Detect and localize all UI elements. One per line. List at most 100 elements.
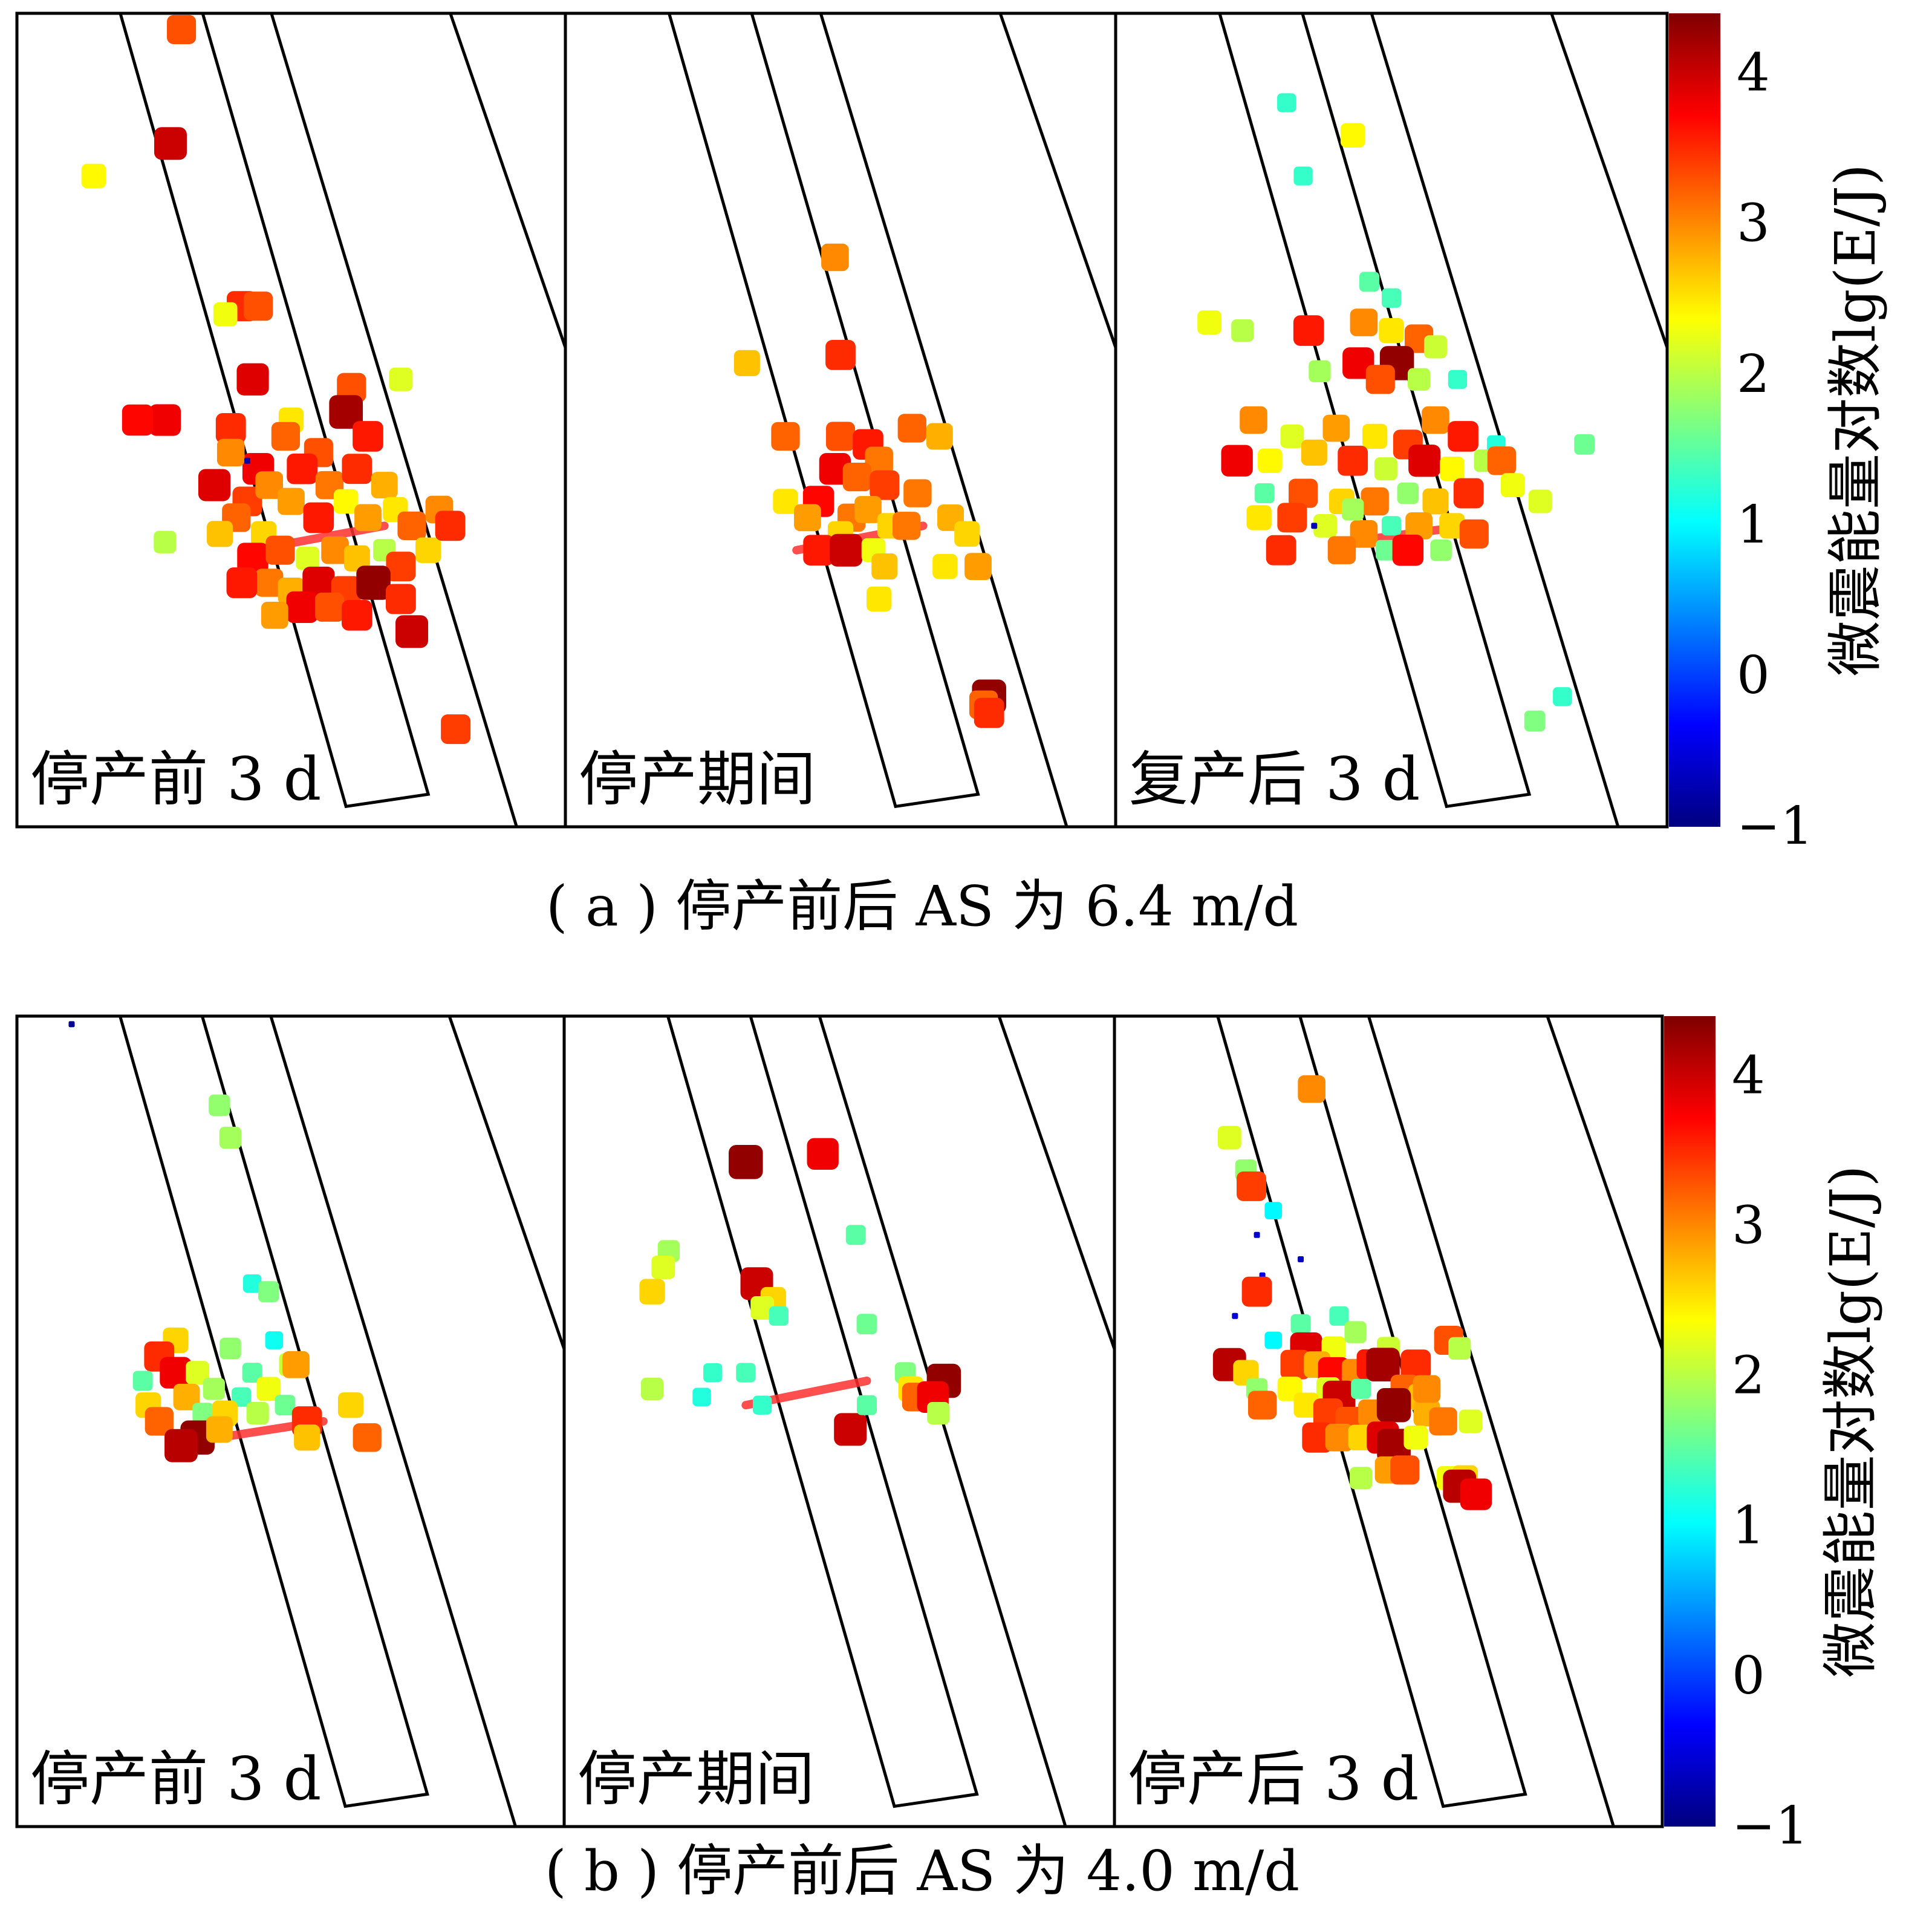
event-point [964, 553, 992, 580]
event-point [415, 537, 441, 563]
panel-frame [1113, 1014, 1664, 1828]
event-point [206, 1416, 233, 1443]
event-point [122, 404, 154, 436]
event-point [856, 1314, 877, 1335]
event-point [286, 591, 318, 624]
panel-plot-area [667, 13, 1116, 827]
event-point [692, 1387, 711, 1407]
event-point [1254, 1231, 1260, 1238]
event-point [356, 566, 391, 600]
event-point [353, 421, 383, 452]
event-point [213, 302, 238, 327]
event-point [1322, 414, 1350, 442]
panel-frame [15, 1014, 566, 1828]
event-point [1327, 536, 1356, 564]
event-point [154, 127, 187, 160]
colorbar-tick-label: 0 [1737, 645, 1770, 706]
event-point [1376, 1387, 1411, 1423]
event-point [1231, 319, 1254, 342]
event-point [1361, 487, 1389, 516]
event-point [1439, 513, 1465, 539]
event-point [1459, 1409, 1483, 1433]
event-point [395, 615, 429, 648]
event-point [246, 1402, 269, 1425]
event-point [278, 487, 305, 515]
event-point [1351, 1378, 1371, 1399]
event-point [1338, 445, 1368, 476]
working-face-outline [667, 13, 980, 809]
event-point [1309, 360, 1331, 382]
event-point [1246, 505, 1272, 530]
event-point [771, 422, 800, 451]
event-point [752, 1395, 772, 1415]
event-point [1408, 445, 1441, 477]
event-point [353, 1423, 382, 1452]
panel-b-2: 停产期间 [562, 1014, 1116, 1828]
event-point [435, 510, 466, 541]
event-point [275, 1395, 296, 1416]
event-point [303, 502, 334, 533]
event-point [216, 438, 245, 467]
event-point [68, 1021, 75, 1028]
event-point [1423, 335, 1447, 359]
panel-plot-area [1212, 1016, 1662, 1827]
event-point [1524, 710, 1546, 732]
event-point [1264, 1331, 1283, 1349]
event-point [261, 601, 288, 629]
colorbar-tick-label: 4 [1732, 1045, 1765, 1106]
event-point [1221, 445, 1253, 477]
event-point [729, 1144, 763, 1179]
panel-frame [1114, 11, 1669, 829]
event-point [932, 553, 958, 579]
event-point [1430, 539, 1452, 561]
event-point [857, 1395, 877, 1415]
event-point [903, 479, 932, 507]
event-point [1344, 1321, 1367, 1343]
event-point [1381, 288, 1402, 308]
event-point [1264, 1202, 1283, 1219]
panel-a-2: 停产期间 [564, 11, 1117, 829]
event-point [807, 1138, 839, 1170]
event-point [1197, 310, 1221, 334]
panel-plot-area [68, 1016, 564, 1827]
event-point [1390, 1455, 1420, 1485]
event-point [132, 1371, 153, 1391]
event-point [397, 511, 426, 540]
event-point [145, 1407, 174, 1436]
figure-caption: ( a ) 停产前后 AS 为 6.4 m/d [546, 874, 1298, 939]
event-point [1392, 534, 1424, 566]
event-point [242, 1363, 262, 1383]
event-point [371, 472, 398, 499]
event-point [641, 1377, 664, 1400]
event-point [1301, 439, 1327, 466]
event-point [287, 453, 317, 484]
event-point [220, 1337, 241, 1360]
event-point [773, 489, 798, 514]
event-point [1377, 1429, 1411, 1463]
event-point [1325, 1424, 1353, 1452]
event-point [321, 536, 349, 564]
colorbar-tick-label: 2 [1732, 1346, 1765, 1406]
event-point [282, 1351, 310, 1378]
event-point [1408, 368, 1431, 391]
event-point [1241, 1276, 1272, 1307]
event-point [167, 15, 197, 44]
panel-plot-area [639, 1016, 1114, 1827]
working-face-outline [118, 1016, 429, 1808]
event-point [1290, 1314, 1311, 1334]
event-point [1247, 1390, 1277, 1420]
colorbar-tick-label: 1 [1737, 495, 1770, 555]
event-point [870, 470, 900, 500]
event-point [1381, 516, 1402, 536]
working-face-outline [666, 1016, 979, 1808]
event-point [164, 1429, 198, 1462]
event-point [842, 463, 871, 492]
figure-b: 停产前 3 d 停产期间 停产后 3 d ( b ) 停产前后 AS 为 4.0 m/… [15, 1014, 1883, 1903]
roadway-line [1550, 13, 1667, 353]
event-point [1237, 1171, 1266, 1201]
event-point [186, 1361, 210, 1385]
event-point [203, 1378, 225, 1400]
event-point [1289, 478, 1318, 508]
colorbar-tick-label: −1 [1737, 796, 1813, 856]
event-point [1341, 498, 1364, 521]
